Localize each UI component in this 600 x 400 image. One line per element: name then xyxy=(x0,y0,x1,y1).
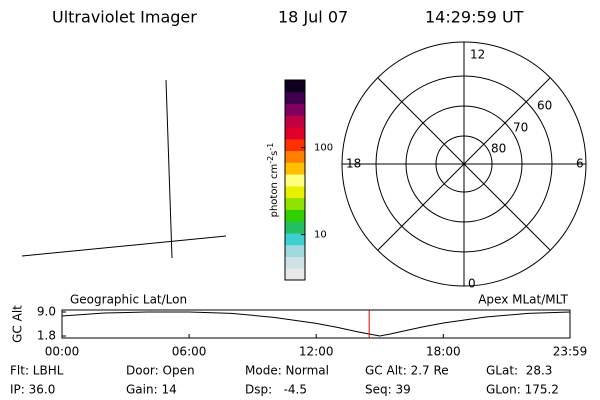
mlt-label: 18 xyxy=(346,157,361,171)
x-tick-label: 18:00 xyxy=(426,345,461,359)
color-stop xyxy=(285,103,305,116)
status-field: Door: Open xyxy=(126,364,195,378)
date: 18 Jul 07 xyxy=(278,8,348,27)
color-stop xyxy=(285,244,305,257)
color-stop xyxy=(285,174,305,187)
colorbar-frame xyxy=(284,79,306,281)
status-field: GLon: 175.2 xyxy=(486,383,559,397)
tick-label: 10 xyxy=(314,230,327,241)
mlt-label: 12 xyxy=(470,48,485,62)
y-tick-label: 1.8 xyxy=(37,329,56,343)
altitude-plot: 9.0 1.8 00:00 06:00 12:00 18:00 23:59 xyxy=(37,305,587,359)
time: 14:29:59 UT xyxy=(425,8,524,27)
spoke xyxy=(377,77,551,251)
panel-label: Apex MLat/MLT xyxy=(478,293,568,307)
grid-line xyxy=(165,79,173,259)
color-stop xyxy=(285,209,305,222)
plot-frame xyxy=(61,309,571,339)
color-stop xyxy=(285,197,305,210)
status-field: IP: 36.0 xyxy=(10,383,55,397)
color-stop xyxy=(285,138,305,152)
status-field: Flt: LBHL xyxy=(10,364,64,378)
title: Ultraviolet Imager xyxy=(52,8,197,27)
altitude-line xyxy=(61,311,571,337)
status-field: Dsp: -4.5 xyxy=(245,383,307,397)
lat-label: 60 xyxy=(537,99,552,113)
lat-label: 80 xyxy=(491,142,506,156)
lat-label: 70 xyxy=(513,121,528,135)
x-tick-label: 06:00 xyxy=(172,345,207,359)
color-stop xyxy=(285,162,305,175)
color-stop xyxy=(285,232,305,246)
x-tick-label: 23:59 xyxy=(553,345,588,359)
color-stop xyxy=(285,268,305,281)
color-stop xyxy=(285,127,305,140)
footer: Flt: LBHL Door: Open Mode: Normal GC Alt: 2… xyxy=(10,364,559,397)
color-stop xyxy=(285,221,305,234)
colorbar-label: photon cm-2s-1 xyxy=(266,143,281,218)
status-field: Gain: 14 xyxy=(126,383,177,397)
grid-line xyxy=(21,235,227,257)
tick-label: 100 xyxy=(314,143,333,154)
color-stop xyxy=(285,80,305,93)
y-axis-label: GC Alt xyxy=(11,305,25,343)
color-stop xyxy=(285,185,305,199)
status-field: GC Alt: 2.7 Re xyxy=(365,364,449,378)
status-field: Seq: 39 xyxy=(365,383,411,397)
panel-label: Geographic Lat/Lon xyxy=(70,293,187,307)
color-stop xyxy=(285,115,305,128)
polar-plot: 12 18 6 0 60 70 80 xyxy=(341,41,587,291)
geo-grid xyxy=(21,79,227,259)
x-tick-label: 12:00 xyxy=(299,345,334,359)
colorbar: 10 100 xyxy=(284,79,333,281)
color-stop xyxy=(285,256,305,269)
status-field: Mode: Normal xyxy=(245,364,329,378)
status-field: GLat: 28.3 xyxy=(486,364,552,378)
y-tick-label: 9.0 xyxy=(37,305,56,319)
color-stop xyxy=(285,91,305,105)
mlt-label: 0 xyxy=(468,277,476,291)
color-stop xyxy=(285,150,305,163)
mlt-label: 6 xyxy=(576,157,584,171)
x-tick-label: 00:00 xyxy=(45,345,80,359)
